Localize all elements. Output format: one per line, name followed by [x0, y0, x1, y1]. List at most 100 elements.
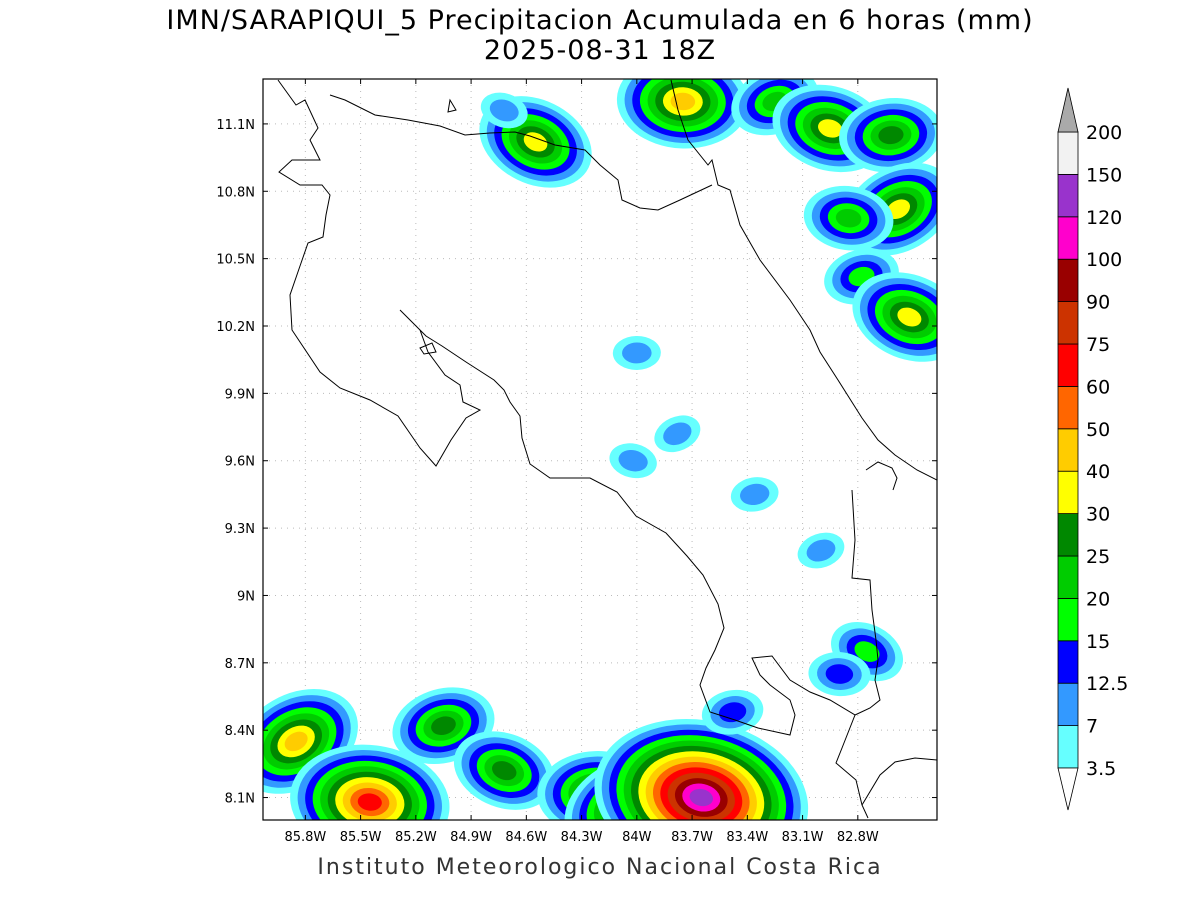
rain-cell: [616, 79, 749, 149]
rain-contour: [431, 716, 456, 735]
rain-cell: [730, 477, 779, 512]
precipitation-field: [263, 79, 937, 820]
colorbar-label: 90: [1086, 292, 1110, 314]
rain-cell: [824, 248, 899, 305]
rain-contour: [689, 788, 713, 807]
colorbar-label: 75: [1086, 334, 1110, 356]
credit-line: Instituto Meteorologico Nacional Costa R…: [317, 855, 883, 880]
colorbar-swatch: [1057, 682, 1079, 727]
colorbar-swatch: [1057, 640, 1079, 684]
colorbar-label: 60: [1086, 376, 1110, 398]
coastline-pacific-nicoya: [277, 79, 869, 819]
colorbar-label: 200: [1086, 122, 1122, 144]
colorbar-label: 150: [1086, 164, 1122, 186]
axis-ticks: 85.8W 85.5W 85.2W 84.9W 84.6W 84.3W 84W 83.7W 83…: [216, 79, 937, 845]
coastline-bocas: [865, 461, 898, 491]
colorbar-label: 40: [1086, 461, 1110, 483]
colorbar-swatch: [1057, 513, 1079, 557]
colorbar-label: 12.5: [1086, 673, 1128, 695]
lat-tick-label: 9.6N: [225, 455, 255, 470]
colorbar-max-arrow: [1057, 87, 1079, 133]
rain-cell: [803, 185, 894, 251]
rain-contour: [886, 199, 911, 220]
rain-contour: [878, 126, 904, 145]
rain-contour: [806, 539, 836, 562]
colorbar-label: 30: [1086, 504, 1110, 526]
rain-contour: [284, 731, 308, 752]
colorbar-swatch: [1057, 258, 1079, 303]
lon-tick-label: 85.8W: [284, 830, 326, 845]
colorbar-swatch: [1057, 131, 1079, 175]
border-panama: [851, 489, 879, 661]
rain-contour: [740, 483, 770, 506]
rain-cell: [839, 97, 937, 173]
colorbar-swatch: [1057, 470, 1079, 515]
rain-contour: [492, 761, 517, 781]
colorbar-min-arrow: [1057, 767, 1079, 811]
colorbar-label: 25: [1086, 546, 1110, 568]
lon-tick-label: 83.7W: [671, 830, 713, 845]
coastline-caribbean: [670, 79, 937, 481]
rain-cell: [453, 731, 555, 810]
rain-contour: [523, 132, 548, 152]
colorbar-label: 20: [1086, 588, 1110, 610]
coastline-chiriqui: [861, 757, 937, 806]
rain-cell: [392, 687, 495, 765]
lat-tick-label: 10.5N: [216, 253, 255, 268]
colorbar-swatch: [1057, 598, 1079, 642]
colorbar-swatch: [1057, 385, 1079, 430]
lon-tick-label: 84.6W: [505, 830, 547, 845]
colorbar-swatch: [1057, 555, 1079, 599]
rain-cell: [701, 689, 764, 735]
rain-contour: [622, 342, 652, 364]
rain-cell: [594, 718, 809, 820]
rain-cell: [852, 272, 937, 362]
colorbar-label: 100: [1086, 249, 1122, 271]
rain-contour: [618, 450, 648, 472]
lat-tick-label: 10.2N: [216, 320, 255, 335]
colorbar-swatch: [1057, 725, 1079, 769]
coastline-osa-gulf-tip: [854, 659, 881, 716]
lon-tick-label: 83.4W: [726, 830, 768, 845]
rain-cell: [808, 651, 871, 697]
lat-tick-label: 8.4N: [225, 724, 255, 739]
chart-date: 2025-08-31 18Z: [483, 35, 717, 66]
island-chira: [419, 342, 437, 355]
lat-tick-label: 9.3N: [225, 522, 255, 537]
colorbar-swatch: [1057, 173, 1079, 218]
colorbar-label: 120: [1086, 207, 1122, 229]
lat-tick-label: 11.1N: [216, 118, 255, 133]
rain-contour: [818, 119, 843, 138]
border-nicaragua: [329, 94, 713, 211]
lon-tick-label: 84.3W: [561, 830, 603, 845]
rain-contour: [897, 307, 922, 327]
colorbar: 3.5 7 12.5 15 20 25 30 40 50 60 75 90 100 120 150 200: [1057, 87, 1128, 811]
map-frame: [262, 78, 938, 821]
colorbar-swatch: [1057, 343, 1079, 387]
rain-contour: [835, 208, 862, 228]
colorbar-swatch: [1057, 301, 1079, 345]
rain-contour: [854, 641, 880, 662]
lat-tick-label: 9.9N: [225, 387, 255, 402]
lon-tick-label: 83.1W: [782, 830, 824, 845]
coastlines: [277, 79, 937, 819]
rain-cell: [609, 443, 657, 479]
lake-nicaragua-shore: [447, 98, 457, 113]
lat-tick-label: 9N: [237, 589, 255, 604]
rain-contour: [663, 422, 692, 446]
lat-tick-label: 8.1N: [225, 792, 255, 807]
lon-tick-label: 85.5W: [340, 830, 382, 845]
lat-tick-label: 10.8N: [216, 185, 255, 200]
colorbar-label: 50: [1086, 419, 1110, 441]
lat-tick-label: 8.7N: [225, 657, 255, 672]
lon-tick-label: 84.9W: [450, 830, 492, 845]
rain-cell: [797, 532, 845, 569]
rain-contour: [357, 793, 382, 811]
colorbar-label: 3.5: [1086, 758, 1116, 780]
rain-cell: [654, 415, 701, 453]
rain-contour: [489, 99, 519, 122]
rain-contour: [825, 664, 854, 684]
lon-tick-label: 85.2W: [395, 830, 437, 845]
rain-cell: [480, 92, 528, 129]
